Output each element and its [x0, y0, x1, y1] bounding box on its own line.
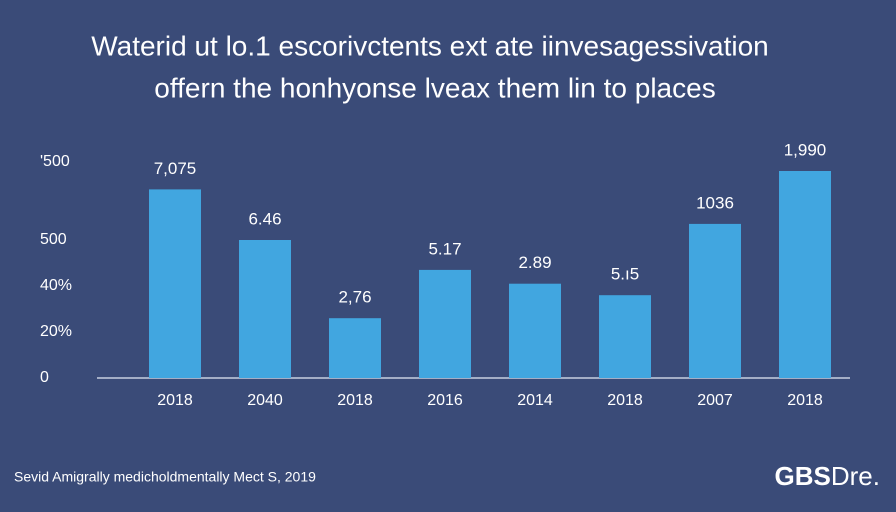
x-tick-label: 2040 [247, 392, 283, 409]
x-tick-label: 2018 [787, 392, 823, 409]
y-tick-label: '500 [40, 153, 70, 170]
value-label: 7,075 [154, 159, 197, 178]
source: Sevid Amigrally medicholdmentally Mect S… [14, 469, 316, 485]
y-tick-label: 500 [40, 231, 67, 248]
x-tick-label: 2007 [697, 392, 733, 409]
chart-subtitle: offern the honhyonse lveax them lin to p… [154, 72, 715, 103]
y-tick-label: 40% [40, 277, 72, 294]
bar [689, 223, 741, 378]
x-tick-label: 2018 [607, 392, 643, 409]
value-label: 1,990 [784, 140, 827, 159]
logo-light: Dre. [831, 461, 880, 491]
logo: GBSDre. [775, 461, 880, 491]
x-tick-label: 2016 [427, 392, 463, 409]
bar [239, 240, 291, 378]
bar [509, 283, 561, 378]
bar [779, 171, 831, 378]
x-tick-label: 2018 [157, 392, 193, 409]
logo-bold: GBS [775, 461, 831, 491]
value-label: 5.ı5 [611, 265, 639, 284]
value-label: 1036 [696, 193, 734, 212]
bar [329, 318, 381, 378]
chart-title: Waterid ut lo.1 escorivctents ext ate ii… [91, 30, 769, 61]
bar [419, 269, 471, 378]
value-label: 5.17 [428, 239, 461, 258]
bar [149, 189, 201, 378]
x-tick-label: 2018 [337, 392, 373, 409]
y-tick-label: 0 [40, 369, 49, 386]
x-tick-label: 2014 [517, 392, 553, 409]
value-label: 2,76 [338, 288, 371, 307]
value-label: 6.46 [248, 209, 281, 228]
bar [599, 295, 651, 378]
value-label: 2.89 [518, 253, 551, 272]
y-tick-label: 20% [40, 323, 72, 340]
